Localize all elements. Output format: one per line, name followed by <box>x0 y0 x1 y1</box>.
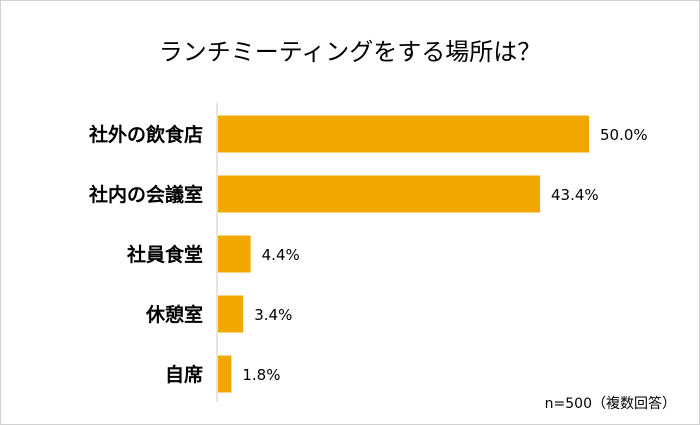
category-label: 社外の飲食店 <box>88 123 203 146</box>
value-label: 43.4% <box>551 186 599 204</box>
category-label: 自席 <box>165 363 203 386</box>
value-label: 3.4% <box>254 306 292 324</box>
value-label: 1.8% <box>242 366 280 384</box>
bar <box>218 355 232 393</box>
value-label: 50.0% <box>600 126 648 144</box>
bar <box>218 175 541 213</box>
bar <box>218 295 244 333</box>
bar <box>218 115 589 153</box>
bar <box>218 235 251 273</box>
category-label: 社内の会議室 <box>88 183 203 206</box>
bars-group: 社外の飲食店 50.0% 社内の会議室 43.4% 社員食堂 4.4% 休憩室 3.4% 自席 1… <box>88 115 648 393</box>
category-label: 休憩室 <box>145 303 203 326</box>
category-label: 社員食堂 <box>126 243 203 266</box>
sample-size-note: n=500（複数回答） <box>545 395 676 412</box>
chart-title: ランチミーティングをする場所は？ <box>159 38 542 66</box>
value-label: 4.4% <box>262 246 300 264</box>
